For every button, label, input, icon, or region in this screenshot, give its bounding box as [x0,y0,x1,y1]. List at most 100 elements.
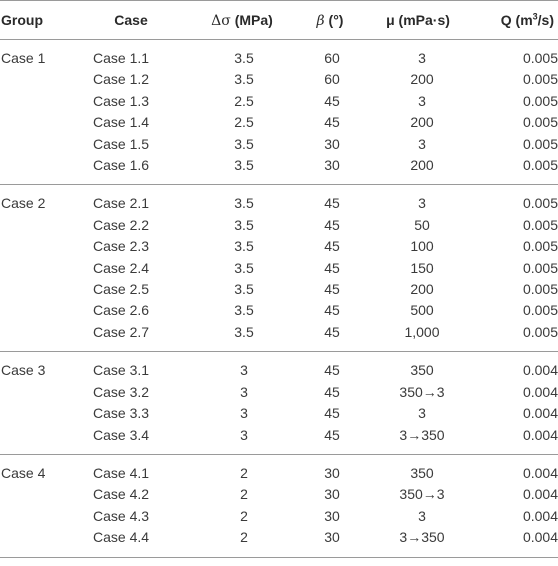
table-row: Case 2.5 3.5 45 200 0.005 [0,279,558,300]
mu-cell: 200 [410,71,434,88]
q-cell: 0.005 [522,302,558,319]
beta-cell: 45 [324,195,340,212]
beta-cell: 30 [324,486,340,503]
beta-cell: 30 [324,464,340,481]
group-cell [0,382,74,403]
beta-cell: 45 [324,405,340,422]
table-row: Case 1.6 3.5 30 200 0.005 [0,155,558,185]
mu-cell: 350→3 [399,486,445,503]
mu-cell: 3 [418,92,426,109]
beta-cell: 45 [324,383,340,400]
beta-cell: 45 [324,426,340,443]
mu-cell: 350 [410,464,434,481]
case-cell: Case 1.4 [93,114,150,131]
group-cell [0,134,74,155]
q-cell: 0.005 [522,71,558,88]
case-cell: Case 4.4 [93,529,150,546]
q-cell: 0.004 [522,507,558,524]
beta-cell: 45 [324,92,340,109]
header-delta-sigma: Δσ (MPa) [188,0,296,40]
group-cell [0,484,74,505]
beta-cell: 30 [324,529,340,546]
q-cell: 0.004 [522,383,558,400]
delta-sigma-cell: 3.5 [234,71,254,88]
table-row: Case 2.2 3.5 45 50 0.005 [0,215,558,236]
case-cell: Case 2.5 [93,281,150,298]
case-cell: Case 2.2 [93,216,150,233]
group-section: Case 3 Case 3.1 3 45 350 0.004 Case 3.2 3 45 350→… [0,352,558,455]
q-cell: 0.004 [522,486,558,503]
mu-cell: 100 [410,238,434,255]
beta-cell: 60 [324,71,340,88]
group-section: Case 2 Case 2.1 3.5 45 3 0.005 Case 2.2 3.5 45 50… [0,185,558,352]
beta-cell: 45 [324,259,340,276]
q-cell: 0.005 [522,135,558,152]
mu-cell: 50 [414,216,430,233]
table-row: Case 1.3 2.5 45 3 0.005 [0,91,558,112]
delta-sigma-cell: 3.5 [234,323,254,340]
case-cell: Case 4.2 [93,486,150,503]
delta-sigma-cell: 3 [240,405,248,422]
case-cell: Case 1.6 [93,157,150,174]
beta-cell: 45 [324,362,340,379]
delta-sigma-cell: 2 [240,464,248,481]
table-row: Case 2.6 3.5 45 500 0.005 [0,300,558,321]
group-cell [0,91,74,112]
q-cell: 0.005 [522,50,558,66]
q-cell: 0.005 [522,92,558,109]
mu-cell: 3→350 [399,426,445,443]
table-row: Case 3.2 3 45 350→3 0.004 [0,382,558,403]
delta-sigma-cell: 2 [240,486,248,503]
delta-sigma-cell: 2 [240,507,248,524]
mu-cell: 200 [410,157,434,174]
header-beta-symbol: β [316,12,325,29]
q-cell: 0.005 [522,216,558,233]
delta-sigma-cell: 3 [240,426,248,443]
header-row: Group Case Δσ (MPa) β (°) μ (mPa·s) Q (m… [0,0,558,40]
header-delta-sigma-unit: (MPa) [230,11,273,28]
table-row: Case 2.3 3.5 45 100 0.005 [0,236,558,257]
group-cell [0,155,74,185]
delta-sigma-cell: 3.5 [234,157,254,174]
group-cell: Case 1 [1,50,46,66]
q-cell: 0.005 [522,238,558,255]
beta-cell: 30 [324,135,340,152]
case-cell: Case 3.1 [93,362,150,379]
table-row: Case 1.5 3.5 30 3 0.005 [0,134,558,155]
group-cell [0,506,74,527]
group-cell [0,112,74,133]
q-cell: 0.005 [522,195,558,212]
mu-cell: 3 [418,135,426,152]
beta-cell: 30 [324,157,340,174]
table-row: Case 2.7 3.5 45 1,000 0.005 [0,322,558,352]
group-cell [0,236,74,257]
table-row: Case 2.4 3.5 45 150 0.005 [0,258,558,279]
group-cell [0,69,74,90]
mu-cell: 3 [418,405,426,422]
delta-sigma-cell: 3.5 [234,302,254,319]
group-cell: Case 2 [1,195,46,212]
beta-cell: 45 [324,281,340,298]
case-cell: Case 4.1 [93,464,150,481]
group-cell: Case 3 [1,362,46,379]
header-q-sup: 3 [532,11,538,22]
header-mu: μ (mPa·s) [364,0,472,40]
table-row: Case 1.2 3.5 60 200 0.005 [0,69,558,90]
mu-cell: 3 [418,195,426,212]
beta-cell: 60 [324,50,340,66]
case-cell: Case 2.1 [93,195,150,212]
case-cell: Case 1.1 [93,50,150,66]
delta-sigma-cell: 3 [240,362,248,379]
table-row: Case 1 Case 1.1 3.5 60 3 0.005 [0,40,558,70]
case-cell: Case 3.4 [93,426,150,443]
header-q: Q (m3/s) [472,0,558,40]
q-cell: 0.005 [522,259,558,276]
beta-cell: 45 [324,238,340,255]
header-case: Case [74,0,188,40]
case-cell: Case 3.3 [93,405,150,422]
table-row: Case 4.4 2 30 3→350 0.004 [0,527,558,557]
delta-sigma-cell: 3.5 [234,50,254,66]
header-delta-sigma-symbol: Δσ [211,12,231,29]
delta-sigma-cell: 2.5 [234,114,254,131]
group-cell [0,258,74,279]
